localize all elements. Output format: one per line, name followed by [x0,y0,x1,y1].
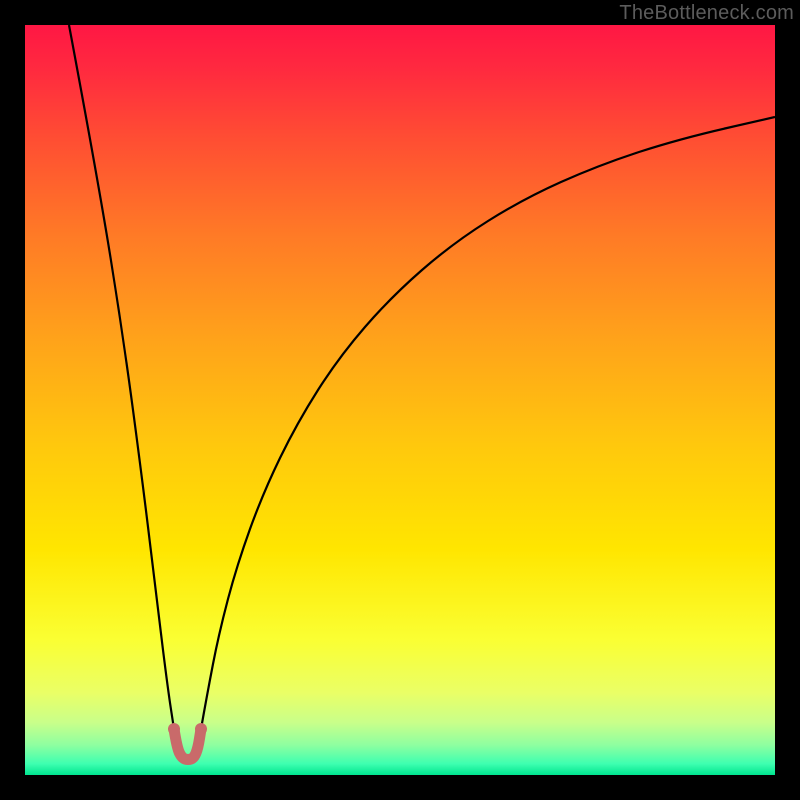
curves-layer [25,25,775,775]
notch-curve [174,729,201,760]
notch-dot [168,723,180,735]
right-curve [201,117,775,729]
chart-frame: TheBottleneck.com [0,0,800,800]
left-curve [69,25,174,729]
plot-area [25,25,775,775]
watermark-text: TheBottleneck.com [619,2,794,25]
notch-dots [168,723,207,735]
notch-dot [195,723,207,735]
